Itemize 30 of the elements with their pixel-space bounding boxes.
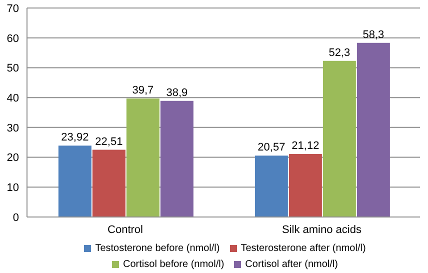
y-tick-label: 70: [6, 2, 19, 15]
bar: [356, 42, 390, 217]
bar: [92, 150, 126, 217]
data-label: 23,92: [61, 132, 89, 144]
legend-label: Cortisol after (nmol/l): [245, 259, 338, 270]
y-tick-label: 40: [6, 92, 19, 104]
data-label: 22,51: [95, 136, 123, 148]
y-tick-label: 0: [12, 212, 19, 224]
bar: [322, 60, 356, 217]
y-tick-label: 30: [6, 122, 19, 134]
legend-label: Cortisol before (nmol/l): [123, 259, 224, 270]
legend-label: Testosterone before (nmol/l): [95, 243, 220, 254]
data-label: 52,3: [328, 46, 350, 59]
bar: [288, 154, 322, 217]
data-label: 21,12: [292, 140, 320, 152]
data-label: 58,3: [362, 28, 384, 41]
x-tick-label: Control: [108, 224, 143, 236]
data-label: 39,7: [132, 84, 154, 96]
bar: [126, 98, 160, 217]
bar: [58, 146, 92, 217]
data-label: 20,57: [258, 142, 286, 154]
bar: [254, 156, 288, 217]
x-tick-label: Silk amino acids: [282, 224, 362, 236]
y-tick-label: 50: [6, 62, 19, 75]
legend-label: Testerosterone after (nmol/l): [240, 243, 366, 254]
data-label: 38,9: [166, 86, 188, 99]
bar: [160, 100, 194, 217]
y-tick-label: 20: [6, 152, 19, 164]
y-tick-label: 60: [6, 32, 19, 45]
y-tick-label: 10: [6, 182, 19, 194]
